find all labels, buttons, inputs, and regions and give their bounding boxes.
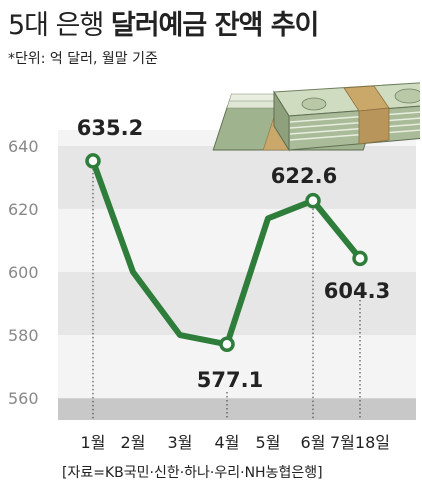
source-note: [자료=KB국민·신한·하나·우리·NH농협은행]: [62, 465, 323, 481]
chart-band: [58, 335, 416, 399]
data-point-marker: [305, 192, 321, 209]
data-point-marker: [352, 250, 368, 267]
chart-band: [58, 145, 416, 209]
chart-bottom-band: [58, 398, 416, 420]
x-tick-label: 4월: [215, 433, 240, 452]
chart-header: 5대 은행 달러예금 잔액 추이 *단위: 억 달러, 월말 기준: [8, 6, 320, 68]
data-point-marker: [85, 153, 101, 169]
y-tick-label: 560: [8, 389, 39, 408]
title-bold: 달러예금 잔액 추이: [110, 10, 320, 41]
y-tick-label: 580: [8, 326, 39, 345]
y-tick-label: 620: [8, 200, 39, 219]
x-tick-label: 3월: [168, 433, 193, 452]
chart-title: 5대 은행 달러예금 잔액 추이: [8, 6, 320, 46]
x-tick-label: 5월: [256, 433, 281, 452]
data-label: 604.3: [324, 279, 390, 303]
y-tick-label: 600: [8, 263, 39, 282]
chart-subtitle: *단위: 억 달러, 월말 기준: [8, 51, 158, 67]
x-tick-label: 2월: [121, 433, 146, 452]
y-tick-label: 640: [8, 137, 39, 156]
data-label: 577.1: [197, 368, 263, 392]
data-label: 635.2: [77, 116, 143, 140]
x-tick-label: 7월18일: [330, 433, 390, 452]
chart-band: [58, 272, 416, 336]
x-tick-label: 6월: [301, 433, 326, 452]
data-label: 622.6: [271, 164, 337, 188]
dollar-bundles-image: [212, 82, 420, 152]
data-point-marker: [219, 336, 235, 353]
title-light: 5대 은행: [8, 10, 104, 41]
x-tick-label: 1월: [81, 433, 106, 452]
